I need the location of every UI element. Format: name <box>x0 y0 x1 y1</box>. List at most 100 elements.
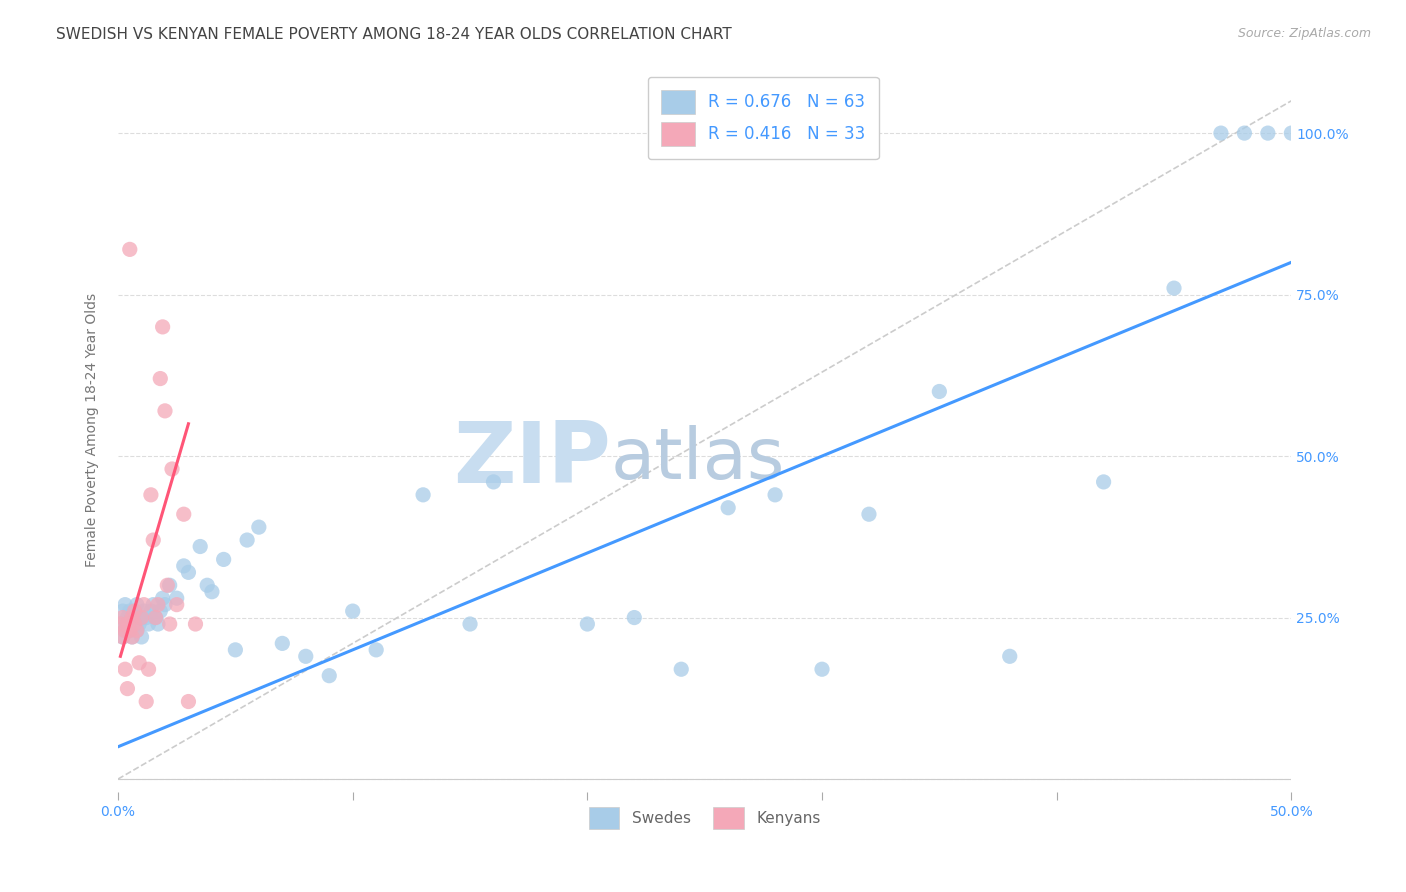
Point <box>114 624 136 638</box>
Point <box>121 610 143 624</box>
Text: ZIP: ZIP <box>453 417 610 500</box>
Point <box>139 604 162 618</box>
Point <box>153 598 176 612</box>
Point <box>131 610 153 624</box>
Point <box>142 598 165 612</box>
Point <box>623 610 645 624</box>
Point <box>132 604 155 618</box>
Point <box>125 624 148 638</box>
Point <box>111 630 134 644</box>
Point <box>121 630 143 644</box>
Point <box>482 475 505 489</box>
Point <box>138 617 160 632</box>
Point <box>111 610 134 624</box>
Point <box>121 630 143 644</box>
Point <box>763 488 786 502</box>
Point <box>128 656 150 670</box>
Point <box>153 404 176 418</box>
Point <box>1233 126 1256 140</box>
Point <box>342 604 364 618</box>
Point <box>998 649 1021 664</box>
Point <box>212 552 235 566</box>
Point <box>121 610 143 624</box>
Point <box>117 610 139 624</box>
Point <box>576 617 599 632</box>
Point <box>118 624 141 638</box>
Point <box>177 566 200 580</box>
Point <box>110 617 132 632</box>
Point <box>271 636 294 650</box>
Point <box>1257 126 1279 140</box>
Point <box>114 598 136 612</box>
Point <box>166 598 188 612</box>
Point <box>117 681 139 696</box>
Point <box>117 617 139 632</box>
Text: atlas: atlas <box>610 425 785 493</box>
Point <box>131 610 153 624</box>
Point <box>159 617 181 632</box>
Point <box>125 624 148 638</box>
Point <box>114 624 136 638</box>
Point <box>928 384 950 399</box>
Legend: Swedes, Kenyans: Swedes, Kenyans <box>582 801 827 835</box>
Text: SWEDISH VS KENYAN FEMALE POVERTY AMONG 18-24 YEAR OLDS CORRELATION CHART: SWEDISH VS KENYAN FEMALE POVERTY AMONG 1… <box>56 27 733 42</box>
Point <box>149 371 172 385</box>
Point <box>146 617 169 632</box>
Point <box>1092 475 1115 489</box>
Point <box>224 643 246 657</box>
Point <box>145 610 167 624</box>
Point <box>177 694 200 708</box>
Point <box>139 488 162 502</box>
Point <box>135 610 157 624</box>
Point <box>366 643 388 657</box>
Point <box>132 598 155 612</box>
Point <box>149 604 172 618</box>
Point <box>135 694 157 708</box>
Point <box>118 243 141 257</box>
Point <box>811 662 834 676</box>
Point <box>294 649 316 664</box>
Point <box>145 610 167 624</box>
Point <box>717 500 740 515</box>
Point <box>152 319 174 334</box>
Point <box>117 617 139 632</box>
Point <box>195 578 218 592</box>
Point <box>201 584 224 599</box>
Point <box>110 617 132 632</box>
Y-axis label: Female Poverty Among 18-24 Year Olds: Female Poverty Among 18-24 Year Olds <box>86 293 100 567</box>
Point <box>152 591 174 606</box>
Point <box>118 604 141 618</box>
Point <box>124 604 146 618</box>
Point <box>146 598 169 612</box>
Text: Source: ZipAtlas.com: Source: ZipAtlas.com <box>1237 27 1371 40</box>
Point <box>114 662 136 676</box>
Point <box>111 604 134 618</box>
Point <box>671 662 693 676</box>
Point <box>125 598 148 612</box>
Point <box>858 507 880 521</box>
Point <box>166 591 188 606</box>
Point <box>318 669 340 683</box>
Point <box>458 617 481 632</box>
Point <box>1163 281 1185 295</box>
Point <box>1209 126 1232 140</box>
Point <box>124 617 146 632</box>
Point <box>118 624 141 638</box>
Point <box>1279 126 1302 140</box>
Point <box>160 462 183 476</box>
Point <box>247 520 270 534</box>
Point <box>124 604 146 618</box>
Point <box>412 488 434 502</box>
Point <box>128 617 150 632</box>
Point <box>131 630 153 644</box>
Point <box>159 578 181 592</box>
Point <box>173 507 195 521</box>
Point <box>111 630 134 644</box>
Point <box>156 578 179 592</box>
Point <box>142 533 165 547</box>
Point <box>236 533 259 547</box>
Point <box>138 662 160 676</box>
Point <box>184 617 207 632</box>
Point <box>173 558 195 573</box>
Point <box>124 617 146 632</box>
